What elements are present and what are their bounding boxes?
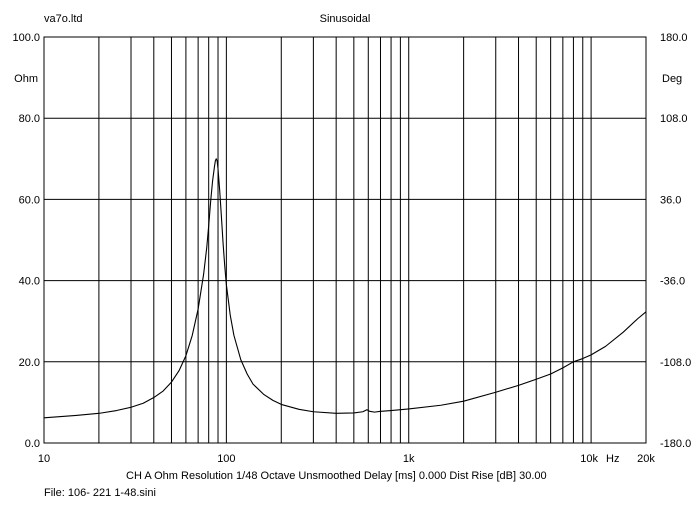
x-axis-tick-labels: 10 100 1k 10k 20k (38, 453, 655, 465)
x-tick-label: 1k (403, 453, 415, 465)
left-tick-label: 100.0 (12, 32, 40, 44)
left-tick-label: 40.0 (19, 276, 40, 288)
x-tick-label: 100 (217, 453, 235, 465)
plot-frame (43, 36, 647, 444)
x-tick-label: 10 (38, 453, 50, 465)
right-tick-label: 36.0 (660, 194, 681, 206)
right-tick-label: 108.0 (660, 113, 688, 125)
header-left-text: va7o.ltd (44, 13, 83, 25)
right-axis-tick-labels: -180.0 -108.0 -36.0 36.0 108.0 180.0 (660, 32, 691, 450)
grid (44, 37, 646, 443)
file-name: File: 106- 221 1-48.sini (44, 487, 156, 499)
left-axis-tick-labels: 0.0 20.0 40.0 60.0 80.0 100.0 (12, 32, 40, 450)
left-axis-unit: Ohm (14, 73, 38, 85)
left-tick-label: 0.0 (25, 438, 40, 450)
chart-title: Sinusoidal (320, 13, 371, 25)
right-axis-unit: Deg (662, 73, 682, 85)
right-tick-label: -36.0 (660, 276, 685, 288)
left-tick-label: 60.0 (19, 194, 40, 206)
left-tick-label: 80.0 (19, 113, 40, 125)
x-tick-label: 10k (580, 453, 598, 465)
impedance-curve (43, 158, 647, 419)
left-tick-label: 20.0 (19, 357, 40, 369)
right-tick-label: 180.0 (660, 32, 688, 44)
x-tick-label: 20k (637, 453, 655, 465)
curve-layer (43, 158, 647, 419)
right-tick-label: -180.0 (660, 438, 691, 450)
measurement-settings: CH A Ohm Resolution 1/48 Octave Unsmooth… (126, 470, 547, 482)
x-axis-unit: Hz (606, 453, 619, 465)
right-tick-label: -108.0 (660, 357, 691, 369)
